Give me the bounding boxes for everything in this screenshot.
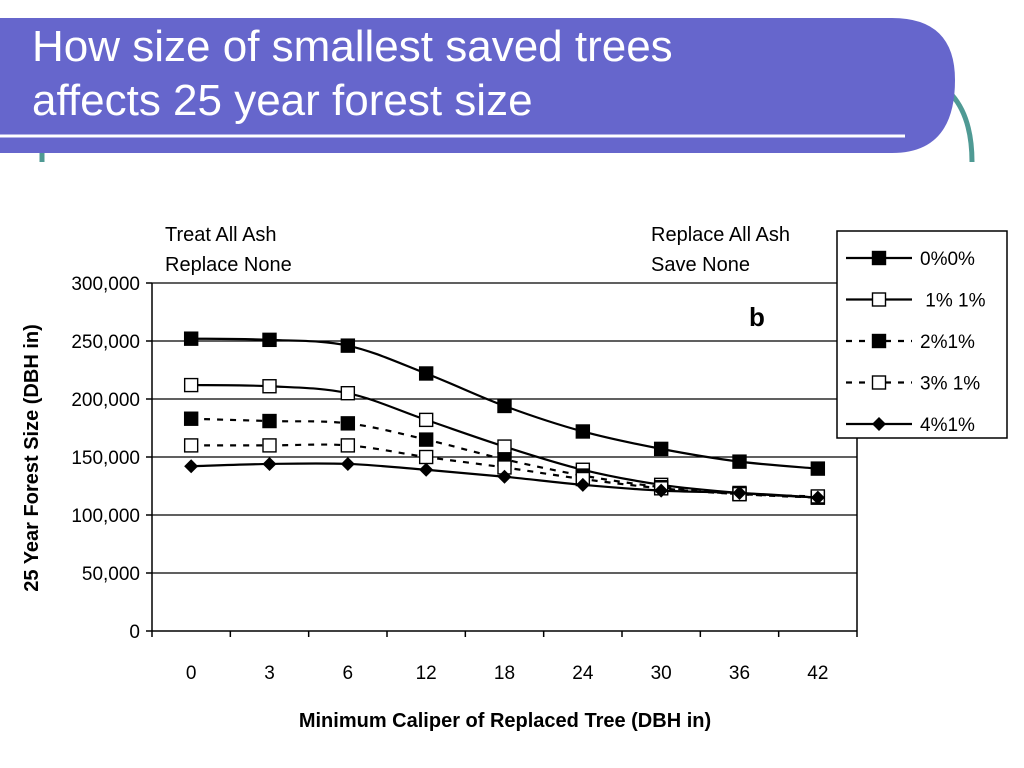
data-point xyxy=(497,398,512,414)
legend-swatch-marker xyxy=(872,417,886,431)
data-point xyxy=(654,483,669,498)
x-tick-label: 18 xyxy=(494,663,515,684)
data-point xyxy=(340,386,356,401)
data-point xyxy=(184,459,199,474)
y-tick-label: 0 xyxy=(129,622,140,643)
x-tick-label: 6 xyxy=(343,663,354,684)
annotation-treat-all: Treat All Ash Replace None xyxy=(165,220,292,280)
y-tick-label: 300,000 xyxy=(71,274,140,295)
title-banner xyxy=(0,18,955,153)
panel-letter: b xyxy=(749,302,765,332)
x-tick-label: 24 xyxy=(572,663,594,684)
data-point xyxy=(418,366,434,381)
annotation-left-line-2: Replace None xyxy=(165,254,292,276)
y-tick-label: 200,000 xyxy=(71,390,140,411)
data-point xyxy=(419,462,434,477)
legend: 0%0% 1% 1% 2%1% 3% 1% 4%1% xyxy=(836,230,1008,439)
series-2 xyxy=(183,377,826,505)
data-point xyxy=(262,413,277,429)
data-point xyxy=(810,490,825,505)
x-tick-label: 36 xyxy=(729,663,750,684)
x-tick-label: 12 xyxy=(416,663,437,684)
data-point xyxy=(497,439,512,454)
series-1 xyxy=(183,331,826,476)
data-point xyxy=(262,332,277,348)
legend-label: 1% 1% xyxy=(920,291,986,312)
y-tick-label: 150,000 xyxy=(71,448,140,469)
annotation-right-line-1: Replace All Ash xyxy=(651,224,790,246)
annotation-right-line-2: Save None xyxy=(651,254,750,276)
data-point xyxy=(653,441,669,457)
data-point xyxy=(262,438,277,453)
legend-swatch-marker xyxy=(871,375,887,390)
data-point xyxy=(183,438,199,453)
legend-swatch-marker xyxy=(871,250,887,266)
legend-label: 0%0% xyxy=(920,249,975,270)
legend-label: 3% 1% xyxy=(920,374,980,395)
series-3 xyxy=(183,411,826,505)
data-point xyxy=(418,432,434,447)
slide-title: How size of smallest saved trees affects… xyxy=(32,20,932,128)
series-lines xyxy=(183,331,826,505)
y-tick-label: 100,000 xyxy=(71,506,140,527)
data-point xyxy=(732,485,747,500)
data-point xyxy=(497,469,512,484)
x-tick-label: 30 xyxy=(651,663,672,684)
slide-header-decoration xyxy=(0,18,975,163)
legend-box xyxy=(836,230,1008,439)
x-tick-label: 3 xyxy=(264,663,275,684)
y-tick-label: 250,000 xyxy=(71,332,140,353)
data-point xyxy=(340,456,355,471)
legend-entry: 3% 1% xyxy=(846,374,980,395)
axes: 0 50,000 100,000 150,000 200,000 250,000 300,0… xyxy=(71,274,858,684)
data-point xyxy=(732,454,747,469)
legend-entry: 1% 1% xyxy=(846,291,986,312)
data-point xyxy=(340,438,356,453)
data-point xyxy=(183,411,199,426)
data-point xyxy=(418,449,434,465)
series-5 xyxy=(184,456,825,505)
annotation-left-line-1: Treat All Ash xyxy=(165,224,277,246)
data-point xyxy=(418,412,434,428)
accent-arc xyxy=(950,93,975,163)
data-point xyxy=(575,424,591,439)
annotation-replace-all: Replace All Ash Save None xyxy=(651,220,790,280)
legend-label: 4%1% xyxy=(920,415,975,436)
data-point xyxy=(262,456,277,471)
data-point xyxy=(575,477,590,492)
legend-label: 2%1% xyxy=(920,332,975,353)
data-point xyxy=(183,331,199,346)
legend-entry: 0%0% xyxy=(846,249,975,270)
data-point xyxy=(810,461,826,476)
data-point xyxy=(340,338,356,353)
data-point xyxy=(340,416,356,431)
x-axis-title: Minimum Caliper of Replaced Tree (DBH in… xyxy=(299,710,711,732)
legend-swatch-marker xyxy=(871,333,887,349)
slide-title-line-1: How size of smallest saved trees xyxy=(32,22,673,71)
y-axis-title: 25 Year Forest Size (DBH in) xyxy=(21,324,43,592)
legend-entry: 2%1% xyxy=(846,332,975,353)
legend-entry: 4%1% xyxy=(846,415,975,436)
x-tick-label: 42 xyxy=(807,663,828,684)
data-point xyxy=(262,379,277,394)
slide-title-line-2: affects 25 year forest size xyxy=(32,76,533,125)
legend-swatch-marker xyxy=(871,292,887,307)
data-point xyxy=(183,377,199,393)
y-tick-label: 50,000 xyxy=(82,564,140,585)
x-tick-label: 0 xyxy=(186,663,197,684)
